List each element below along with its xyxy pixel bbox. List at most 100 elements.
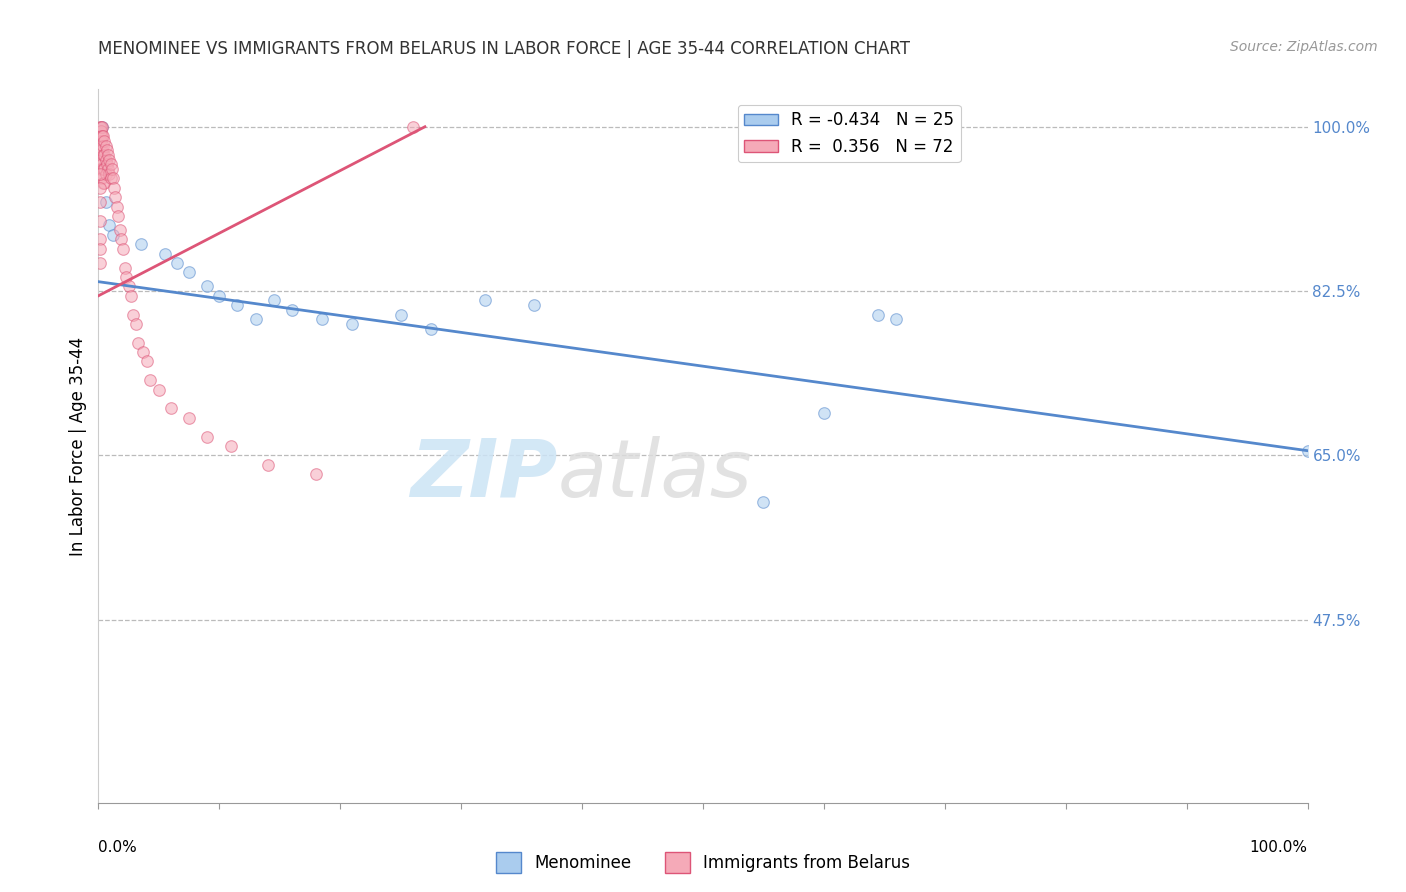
Point xyxy=(91,120,114,134)
Point xyxy=(389,308,412,322)
Point xyxy=(148,383,170,397)
Point xyxy=(89,153,111,167)
Point xyxy=(813,406,835,420)
Point xyxy=(886,312,908,326)
Legend: R = -0.434   N = 25, R =  0.356   N = 72: R = -0.434 N = 25, R = 0.356 N = 72 xyxy=(738,104,960,162)
Point xyxy=(263,293,285,308)
Point xyxy=(1296,443,1319,458)
Point xyxy=(420,321,443,335)
Point xyxy=(94,194,117,209)
Point xyxy=(160,401,183,416)
Point xyxy=(179,410,201,425)
Point xyxy=(245,312,267,326)
Point xyxy=(139,373,162,387)
Point xyxy=(91,171,114,186)
Point xyxy=(93,161,115,176)
Point xyxy=(195,279,218,293)
Point xyxy=(153,246,176,260)
Point xyxy=(107,209,129,223)
Point xyxy=(120,289,142,303)
Point xyxy=(89,194,111,209)
Point xyxy=(94,153,117,167)
Point xyxy=(256,458,278,472)
Point xyxy=(97,148,120,162)
Point xyxy=(89,134,111,148)
Point xyxy=(94,138,117,153)
Point xyxy=(166,256,188,270)
Point xyxy=(98,153,121,167)
Point xyxy=(129,237,152,252)
Point xyxy=(132,345,155,359)
Point xyxy=(118,279,141,293)
Point xyxy=(93,148,115,162)
Point xyxy=(91,148,114,162)
Point xyxy=(100,161,122,176)
Point xyxy=(281,302,304,317)
Point xyxy=(91,129,114,144)
Point xyxy=(91,157,114,171)
Point xyxy=(89,143,111,157)
Point xyxy=(104,190,127,204)
Text: ZIP: ZIP xyxy=(411,435,558,514)
Point xyxy=(97,161,120,176)
Point xyxy=(474,293,496,308)
Point xyxy=(125,317,148,331)
Point xyxy=(105,200,128,214)
Point xyxy=(752,495,775,509)
Point xyxy=(135,354,157,368)
Point xyxy=(100,171,122,186)
Point xyxy=(115,270,138,285)
Point xyxy=(91,176,114,190)
Point xyxy=(221,439,243,453)
Point xyxy=(208,289,231,303)
Point xyxy=(90,134,112,148)
Point xyxy=(94,167,117,181)
Point xyxy=(868,308,890,322)
Point xyxy=(402,120,425,134)
Point xyxy=(89,161,111,176)
Point xyxy=(96,157,118,171)
Point xyxy=(91,129,114,144)
Y-axis label: In Labor Force | Age 35-44: In Labor Force | Age 35-44 xyxy=(69,336,87,556)
Point xyxy=(91,143,114,157)
Point xyxy=(89,167,111,181)
Point xyxy=(91,138,114,153)
Point xyxy=(101,171,124,186)
Point xyxy=(89,256,111,270)
Point xyxy=(93,176,115,190)
Point xyxy=(311,312,333,326)
Point xyxy=(93,134,115,148)
Point xyxy=(101,227,124,242)
Point xyxy=(100,157,122,171)
Point xyxy=(89,242,111,256)
Point xyxy=(127,335,149,350)
Point xyxy=(89,232,111,246)
Text: Source: ZipAtlas.com: Source: ZipAtlas.com xyxy=(1230,40,1378,54)
Text: 100.0%: 100.0% xyxy=(1250,840,1308,855)
Point xyxy=(90,124,112,138)
Text: MENOMINEE VS IMMIGRANTS FROM BELARUS IN LABOR FORCE | AGE 35-44 CORRELATION CHAR: MENOMINEE VS IMMIGRANTS FROM BELARUS IN … xyxy=(98,40,911,58)
Legend: Menominee, Immigrants from Belarus: Menominee, Immigrants from Belarus xyxy=(489,846,917,880)
Point xyxy=(111,242,134,256)
Point xyxy=(114,260,136,275)
Point xyxy=(90,129,112,144)
Point xyxy=(96,143,118,157)
Point xyxy=(89,213,111,227)
Point xyxy=(89,120,111,134)
Point xyxy=(89,181,111,195)
Point xyxy=(98,167,121,181)
Point xyxy=(305,467,328,482)
Point xyxy=(226,298,249,312)
Point xyxy=(103,181,125,195)
Text: 0.0%: 0.0% xyxy=(98,840,138,855)
Point xyxy=(91,161,114,176)
Point xyxy=(342,317,364,331)
Point xyxy=(195,429,218,443)
Point xyxy=(523,298,546,312)
Text: atlas: atlas xyxy=(558,435,752,514)
Point xyxy=(122,308,145,322)
Point xyxy=(90,161,112,176)
Point xyxy=(90,120,112,134)
Point xyxy=(90,171,112,186)
Point xyxy=(110,232,132,246)
